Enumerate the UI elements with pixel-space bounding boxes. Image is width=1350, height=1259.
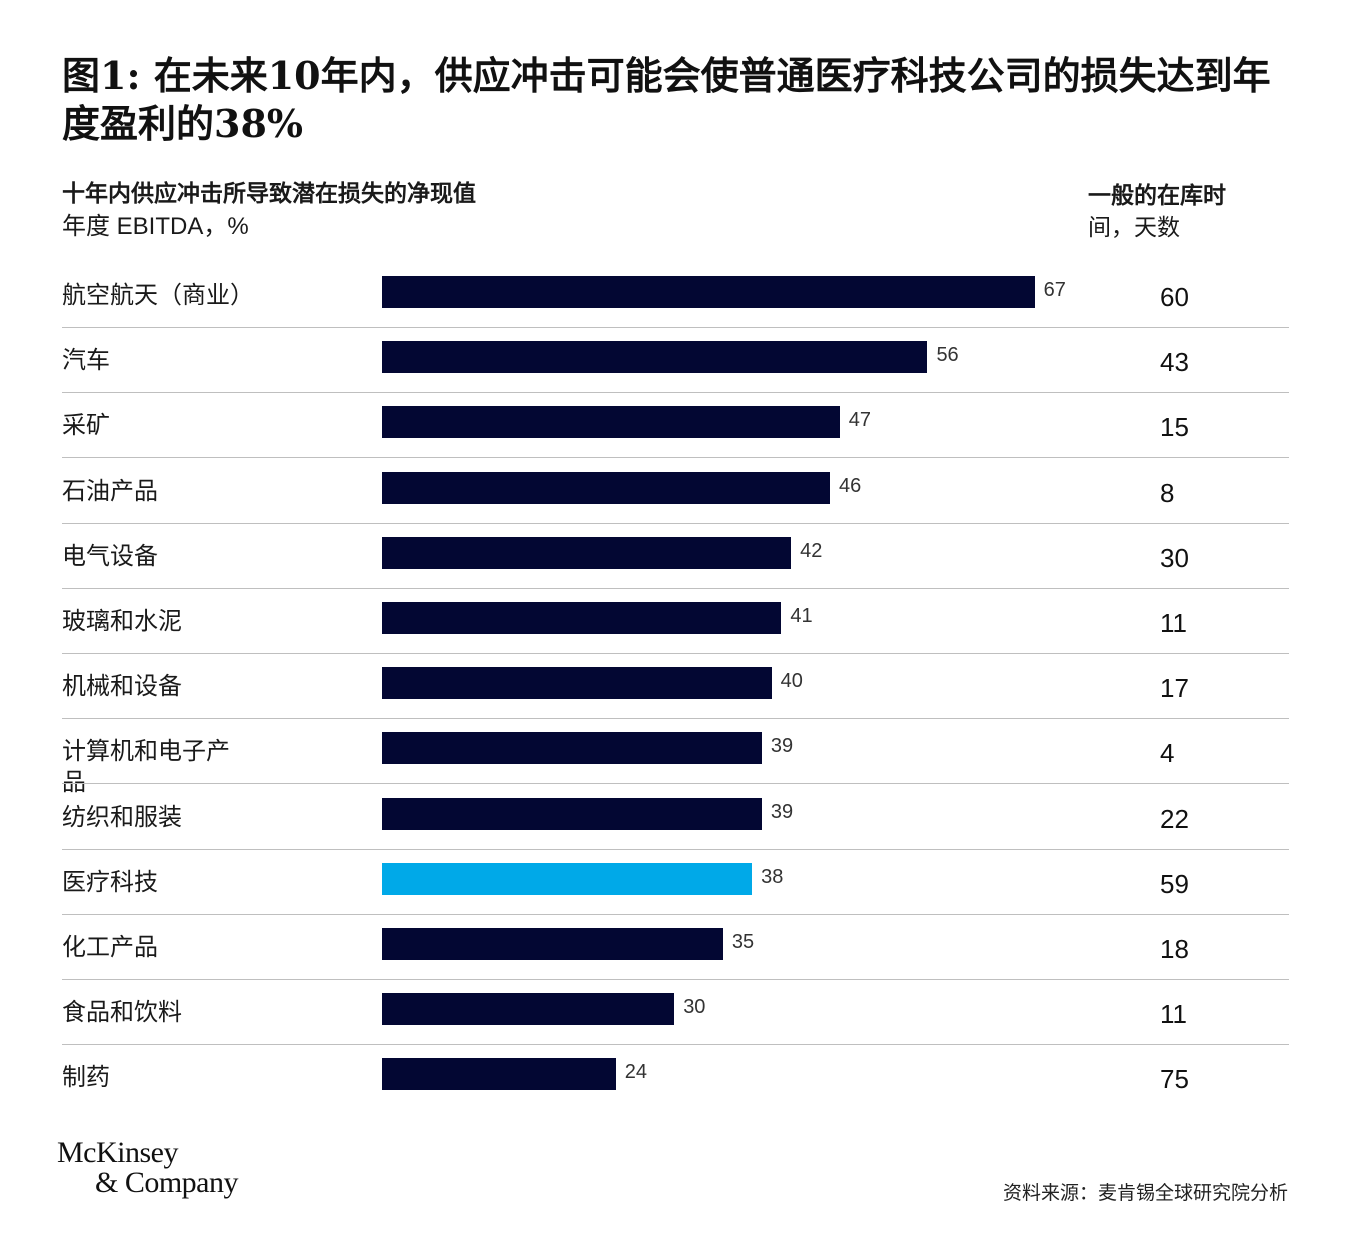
data-label: 35	[731, 931, 755, 953]
inventory-days-value: 11	[1160, 999, 1187, 1030]
row-separator	[62, 913, 1289, 915]
row-separator	[62, 522, 1289, 524]
row-separator	[62, 783, 1289, 785]
left-column-header: 十年内供应冲击所导致潜在损失的净现值 年度 EBITDA，%	[62, 178, 862, 244]
logo-line-2: & Company	[95, 1166, 239, 1199]
logo-line-1: McKinsey	[57, 1136, 178, 1169]
row-separator	[62, 392, 1289, 394]
category-label: 汽车	[62, 346, 110, 375]
inventory-days-value: 11	[1160, 608, 1187, 638]
inventory-days-value: 60	[1160, 282, 1189, 312]
row-separator	[62, 327, 1289, 328]
bar	[382, 993, 675, 1026]
category-label: 制药	[62, 1063, 110, 1092]
category-label: 石油产品	[62, 476, 158, 505]
metric-title: 十年内供应冲击所导致潜在损失的净现值	[62, 181, 476, 207]
row-separator	[62, 587, 1289, 589]
bar	[382, 732, 762, 765]
inventory-days-value: 59	[1160, 868, 1189, 899]
bar	[382, 602, 782, 634]
mckinsey-logo: McKinsey & Company	[57, 1136, 239, 1199]
bar	[382, 862, 753, 895]
inventory-days-value: 4	[1160, 738, 1175, 769]
bar	[382, 667, 772, 700]
data-label: 30	[683, 996, 706, 1019]
bar	[382, 471, 831, 504]
data-label: 39	[770, 800, 794, 823]
data-label: 67	[1043, 279, 1066, 301]
data-label: 40	[780, 670, 803, 693]
data-label: 47	[848, 409, 872, 432]
chart-title: 图1: 在未来10年内，供应冲击可能会使普通医疗科技公司的损失达到年度盈利的38…	[62, 53, 1271, 146]
right-column-header: 一般的在库时 间，天数	[1088, 180, 1288, 244]
bar	[382, 341, 928, 374]
row-separator	[62, 979, 1289, 980]
row-separator	[62, 457, 1289, 459]
inventory-days-value: 18	[1160, 934, 1189, 964]
inventory-days-value: 8	[1160, 477, 1175, 508]
category-label: 化工产品	[62, 933, 158, 961]
bar	[382, 536, 792, 569]
row-separator	[62, 1044, 1289, 1046]
data-label: 56	[936, 344, 959, 367]
inventory-days-value: 30	[1160, 542, 1189, 573]
data-label: 41	[790, 605, 813, 627]
data-label: 46	[839, 474, 862, 497]
row-separator	[62, 718, 1289, 720]
metric-unit: 年度 EBITDA，%	[62, 213, 249, 240]
data-label: 42	[800, 539, 823, 562]
category-label: 计算机和电子产品	[62, 737, 230, 797]
category-label: 采矿	[62, 411, 110, 440]
inventory-days-title: 一般的在库时	[1088, 183, 1226, 209]
category-label: 玻璃和水泥	[62, 607, 182, 635]
source-note: 资料来源：麦肯锡全球研究院分析	[1002, 1182, 1288, 1204]
row-separator	[62, 653, 1289, 654]
inventory-days-value: 15	[1160, 412, 1189, 443]
bar	[382, 797, 762, 830]
inventory-days-value: 75	[1160, 1064, 1189, 1095]
bar	[382, 276, 1035, 308]
inventory-days-value: 43	[1160, 347, 1189, 378]
row-separator	[62, 848, 1289, 850]
category-label: 电气设备	[62, 541, 158, 570]
inventory-days-value: 17	[1160, 673, 1189, 704]
bar	[382, 1058, 616, 1091]
category-label: 纺织和服装	[62, 802, 182, 831]
category-label: 食品和饮料	[62, 998, 182, 1027]
bar	[382, 406, 840, 439]
data-label: 38	[761, 865, 784, 888]
category-label: 机械和设备	[62, 672, 182, 701]
category-label: 医疗科技	[62, 867, 158, 896]
inventory-days-unit: 间，天数	[1088, 215, 1180, 241]
bar	[382, 928, 723, 960]
data-label: 39	[770, 735, 794, 758]
data-label: 24	[624, 1061, 647, 1084]
inventory-days-value: 22	[1160, 803, 1189, 834]
category-label: 航空航天（商业）	[62, 281, 254, 309]
